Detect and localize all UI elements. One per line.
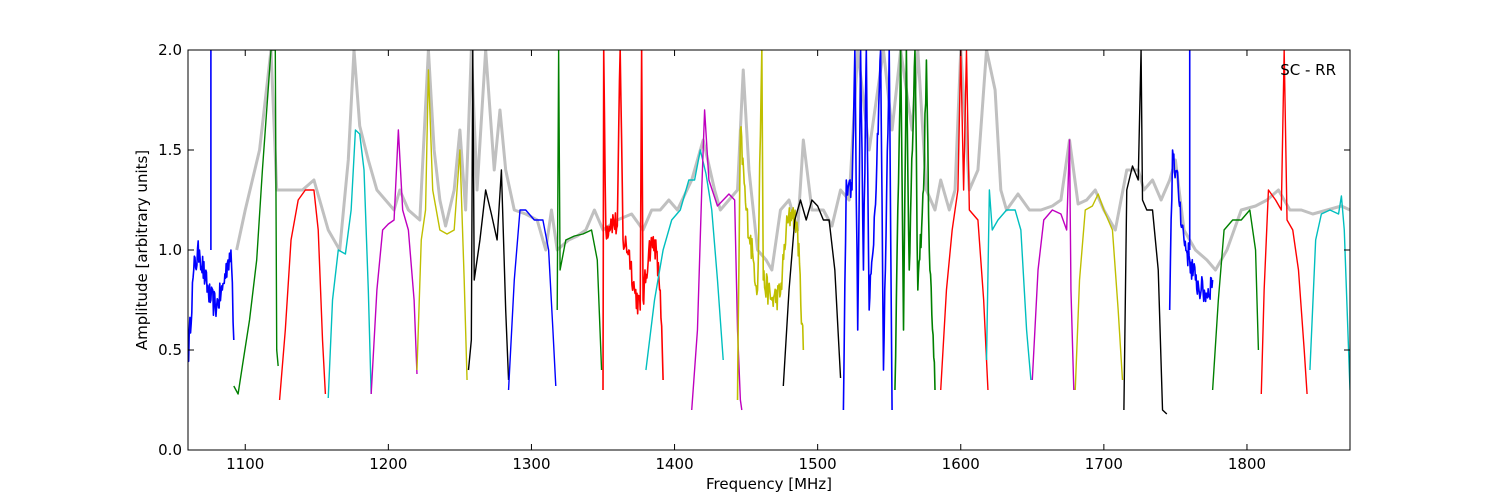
- x-tick-label: 1800: [1228, 455, 1266, 473]
- series-line-8: [507, 209, 557, 391]
- series-line-10: [602, 50, 664, 391]
- background-series: [235, 50, 1350, 272]
- series-line-9: [556, 50, 603, 371]
- x-tick-label: 1500: [799, 455, 837, 473]
- series-line-15: [842, 50, 893, 411]
- x-axis-label: Frequency [MHz]: [706, 475, 832, 493]
- x-tick-label: 1700: [1085, 455, 1123, 473]
- series-line-14: [782, 199, 842, 387]
- x-tick-label: 1400: [655, 455, 693, 473]
- y-tick-label: 0.5: [158, 341, 182, 359]
- background-trace: [235, 50, 1350, 272]
- series-line-2: [233, 50, 279, 395]
- series-line-25: [1309, 195, 1350, 391]
- series-line-4: [327, 129, 372, 399]
- y-axis-label: Amplitude [arbitrary units]: [133, 150, 151, 350]
- y-tick-label: 0.0: [158, 441, 182, 459]
- x-tick-label: 1600: [942, 455, 980, 473]
- series-line-11: [645, 149, 724, 371]
- y-tick-label: 1.0: [158, 241, 182, 259]
- series-line-18: [985, 189, 1032, 381]
- x-tick-label: 1200: [369, 455, 407, 473]
- series-line-24: [1260, 50, 1308, 395]
- series-line-16: [894, 50, 936, 391]
- series-line-7: [467, 50, 510, 381]
- series-line-17: [940, 50, 989, 391]
- axis-ticks: 1100 1200 1300 1400 1500 1600 1700 1800 0.0 0.5 1.…: [158, 41, 1350, 473]
- series-line-23: [1211, 209, 1260, 391]
- series-group: [188, 50, 1350, 415]
- series-line-13: [736, 50, 805, 401]
- chart-annotation: SC - RR: [1280, 61, 1336, 79]
- series-line-3: [278, 189, 327, 401]
- series-line-5: [370, 129, 418, 395]
- series-line-20: [1074, 193, 1124, 391]
- series-line-1: [188, 240, 235, 363]
- y-tick-label: 1.5: [158, 141, 182, 159]
- series-line-19: [1031, 139, 1075, 391]
- series-line-21: [1123, 50, 1168, 415]
- series-line-22: [1168, 149, 1214, 311]
- series-line-6: [416, 69, 468, 381]
- x-tick-label: 1100: [226, 455, 264, 473]
- x-tick-label: 1300: [512, 455, 550, 473]
- plot-background: [188, 50, 1350, 450]
- y-tick-label: 2.0: [158, 41, 182, 59]
